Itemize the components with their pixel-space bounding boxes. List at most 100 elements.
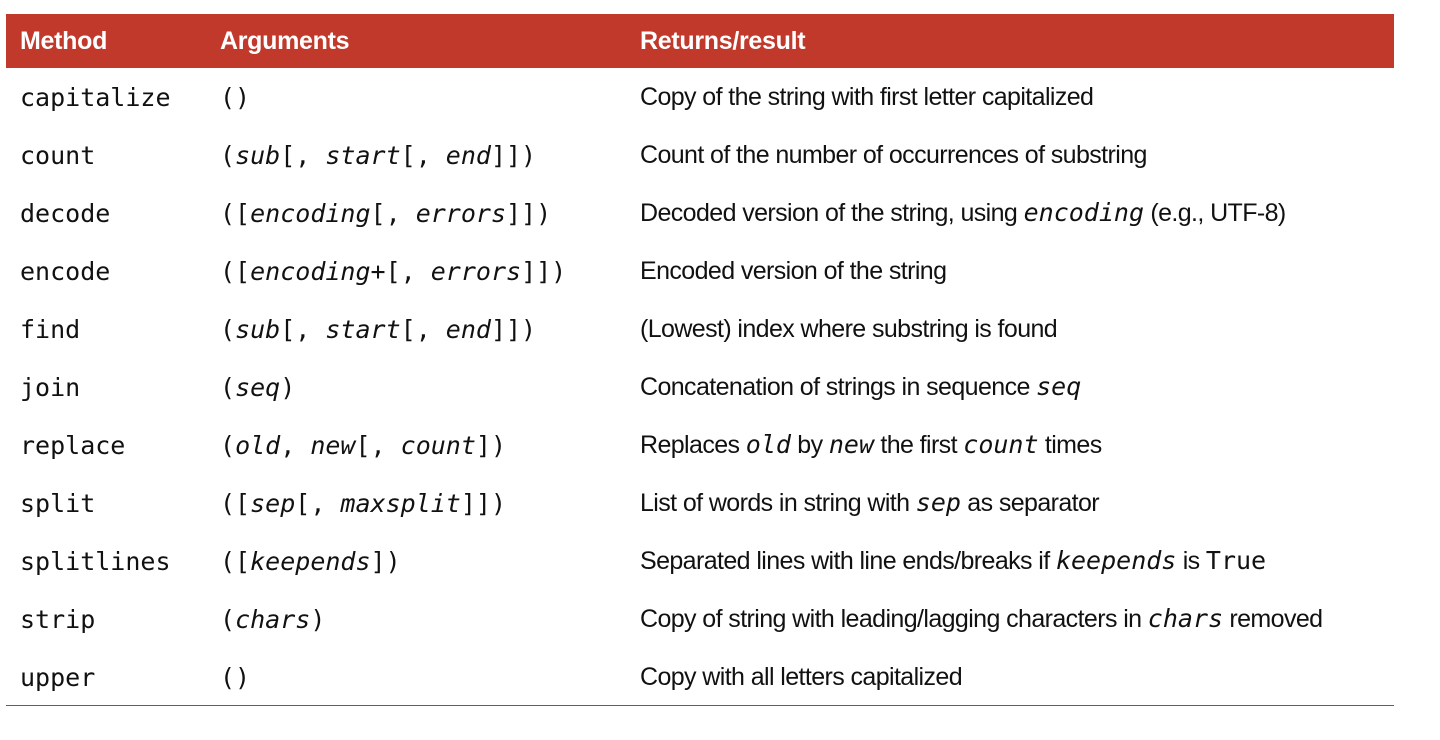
column-header-result: Returns/result xyxy=(640,26,806,55)
table-row: strip (chars) Copy of string with leading/… xyxy=(6,590,1394,648)
argument-name: seq xyxy=(235,372,281,402)
column-header-method: Method xyxy=(20,26,108,55)
argument-name: errors xyxy=(415,198,506,228)
table-row: find (sub[, start[, end]]) (Lowest) index … xyxy=(6,300,1394,358)
method-cell: find xyxy=(20,314,81,344)
result-text: Copy of string with leading/lagging char… xyxy=(640,605,1148,633)
result-text: (Lowest) index where substring is found xyxy=(640,314,1058,343)
result-cell: Replaces old by new the first count time… xyxy=(636,416,1394,474)
argument-name: sep xyxy=(250,488,296,518)
inline-code: old xyxy=(745,430,791,459)
argument-punctuation: ([ xyxy=(220,546,251,576)
argument-punctuation: ]]) xyxy=(460,488,506,518)
argument-punctuation: ( xyxy=(220,372,236,402)
result-text: Count of the number of occurrences of su… xyxy=(640,140,1147,169)
arguments-cell: (chars) xyxy=(214,590,636,648)
header-row: Method Arguments Returns/result xyxy=(6,14,1394,68)
argument-punctuation: [, xyxy=(370,198,416,228)
table-row: capitalize () Copy of the string with firs… xyxy=(6,68,1394,126)
method-cell: encode xyxy=(20,256,111,286)
argument-name: count xyxy=(400,430,476,460)
arguments-cell: ([keepends]) xyxy=(214,532,636,590)
argument-name: keepends xyxy=(250,546,371,576)
result-text: by xyxy=(790,431,829,459)
inline-code: new xyxy=(828,430,874,459)
result-cell: (Lowest) index where substring is found xyxy=(636,300,1394,358)
argument-punctuation: , xyxy=(280,430,311,460)
arguments-cell: (old, new[, count]) xyxy=(214,416,636,474)
inline-code: seq xyxy=(1036,372,1082,401)
table-row: decode ([encoding[, errors]]) Decoded vers… xyxy=(6,184,1394,242)
method-cell: decode xyxy=(20,198,111,228)
argument-punctuation: ([ xyxy=(220,488,251,518)
result-text: Encoded version of the string xyxy=(640,256,947,285)
method-cell: strip xyxy=(20,604,96,634)
arguments-cell: ([encoding+[, errors]]) xyxy=(214,242,636,300)
method-cell: count xyxy=(20,140,96,170)
result-text: Copy with all letters capitalized xyxy=(640,662,963,691)
result-cell: Copy of the string with first letter cap… xyxy=(636,68,1394,126)
column-header-arguments: Arguments xyxy=(220,26,350,55)
arguments-cell: ([sep[, maxsplit]]) xyxy=(214,474,636,532)
inline-code: count xyxy=(963,430,1039,459)
argument-name: end xyxy=(445,314,491,344)
argument-punctuation: ) xyxy=(310,604,326,634)
argument-punctuation: [, xyxy=(400,140,446,170)
argument-punctuation: ( xyxy=(220,430,236,460)
result-text: is xyxy=(1176,547,1206,575)
result-text: Separated lines with line ends/breaks if xyxy=(640,547,1056,575)
table-bottom-rule xyxy=(6,705,1394,706)
argument-punctuation: ]) xyxy=(475,430,507,460)
argument-name: sub xyxy=(235,140,281,170)
result-text: (e.g., UTF-8) xyxy=(1144,199,1286,227)
table-body: capitalize () Copy of the string with firs… xyxy=(6,68,1394,706)
argument-punctuation: [, xyxy=(355,430,401,460)
arguments-cell: () xyxy=(214,648,636,706)
inline-code: encoding xyxy=(1023,198,1145,227)
argument-name: sub xyxy=(235,314,281,344)
argument-punctuation: [, xyxy=(280,314,326,344)
inline-code: True xyxy=(1205,546,1267,575)
argument-punctuation: ]]) xyxy=(490,314,537,344)
table-header: Method Arguments Returns/result xyxy=(6,14,1394,68)
method-cell: splitlines xyxy=(20,546,171,576)
argument-punctuation: ([ xyxy=(220,198,251,228)
argument-punctuation: ]]) xyxy=(521,256,567,286)
method-cell: capitalize xyxy=(20,82,171,112)
string-methods-table: Method Arguments Returns/result capitali… xyxy=(6,14,1394,706)
table-row: count (sub[, start[, end]]) Count of the n… xyxy=(6,126,1394,184)
arguments-cell: ([encoding[, errors]]) xyxy=(214,184,636,242)
result-cell: List of words in string with sep as sepa… xyxy=(636,474,1394,532)
method-cell: split xyxy=(20,488,96,518)
argument-punctuation: ]]) xyxy=(506,198,552,228)
argument-name: chars xyxy=(235,604,311,634)
result-cell: Copy with all letters capitalized xyxy=(636,648,1394,706)
method-cell: join xyxy=(20,372,81,402)
result-text: List of words in string with xyxy=(640,489,916,517)
result-text: as separator xyxy=(960,489,1100,517)
argument-name: errors xyxy=(430,256,522,286)
argument-name: old xyxy=(235,430,281,460)
argument-name: end xyxy=(445,140,491,170)
argument-punctuation: ([ xyxy=(220,256,251,286)
string-methods-table-container: Method Arguments Returns/result capitali… xyxy=(6,14,1394,706)
result-text: Replaces xyxy=(640,431,746,459)
result-text: removed xyxy=(1223,605,1323,633)
result-text: Copy of the string with first letter cap… xyxy=(640,82,1094,111)
result-cell: Encoded version of the string xyxy=(636,242,1394,300)
argument-punctuation: [, xyxy=(400,314,446,344)
argument-name: encoding xyxy=(250,198,371,228)
argument-punctuation: [, xyxy=(280,140,326,170)
result-cell: Count of the number of occurrences of su… xyxy=(636,126,1394,184)
argument-punctuation: ) xyxy=(280,372,296,402)
table-row: replace (old, new[, count]) Replaces old b… xyxy=(6,416,1394,474)
argument-name: start xyxy=(325,314,401,344)
argument-name: new xyxy=(310,430,356,460)
result-cell: Decoded version of the string, using enc… xyxy=(636,184,1394,242)
arguments-cell: () xyxy=(214,68,636,126)
table-row: encode ([encoding+[, errors]]) Encoded ver… xyxy=(6,242,1394,300)
argument-name: encoding xyxy=(250,256,371,286)
table-row: splitlines ([keepends]) Separated lines wi… xyxy=(6,532,1394,590)
inline-code: sep xyxy=(915,488,961,517)
result-text: the first xyxy=(874,431,964,459)
